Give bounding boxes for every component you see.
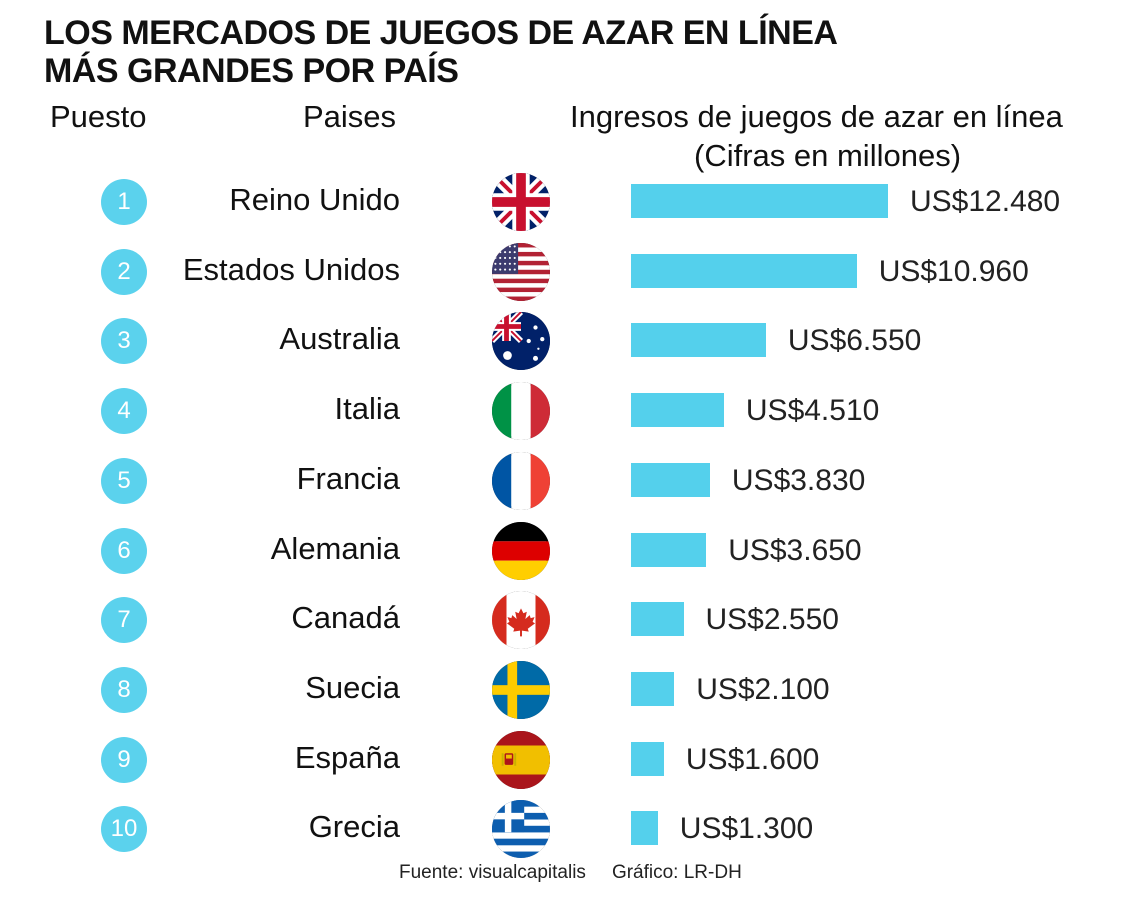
revenue-bar: [631, 741, 664, 776]
chart-row: 2 Estados Unidos US$10.960: [0, 242, 1129, 302]
rank-badge: 4: [101, 388, 147, 435]
chart-row: 4 Italia US$4.510: [0, 381, 1129, 441]
rank-badge: 1: [101, 179, 147, 225]
country-label: Canadá: [291, 600, 400, 636]
country-label: Francia: [296, 460, 400, 496]
revenue-value-label: US$3.830: [731, 463, 866, 497]
country-label: Italia: [334, 391, 400, 427]
rank-badge: 8: [101, 666, 147, 713]
country-label: Reino Unido: [229, 182, 400, 217]
revenue-bar: [631, 532, 707, 567]
revenue-bar: [631, 671, 675, 706]
greece-flag-icon: [492, 800, 550, 859]
chart-row: 8 Suecia US$2.100: [0, 660, 1129, 720]
chart-row: 5 Francia US$3.830: [0, 451, 1129, 511]
chart-row: 7 Canadá US$2.550: [0, 590, 1129, 650]
australia-flag-icon: [492, 312, 550, 371]
country-label: Australia: [279, 321, 400, 357]
revenue-bar: [631, 184, 888, 218]
revenue-value-label: US$2.550: [705, 603, 839, 637]
revenue-bar: [631, 323, 766, 358]
chart-row: 6 Alemania US$3.650: [0, 521, 1129, 581]
rank-badge: 9: [101, 736, 147, 783]
rank-badge: 3: [101, 318, 147, 365]
revenue-value-label: US$4.510: [745, 394, 880, 428]
revenue-value-label: US$2.100: [696, 672, 830, 706]
revenue-bar: [631, 253, 857, 288]
revenue-bar: [631, 393, 724, 428]
revenue-value-label: US$3.650: [728, 533, 862, 567]
italy-flag-icon: [492, 382, 550, 441]
rank-badge: 7: [101, 597, 147, 644]
chart-title-line2: MÁS GRANDES POR PAÍS: [44, 52, 459, 90]
revenue-value-label: US$6.550: [787, 324, 922, 358]
spain-flag-icon: [492, 730, 550, 789]
revenue-bar: [631, 462, 710, 497]
country-label: Alemania: [270, 530, 400, 566]
country-label: Suecia: [305, 669, 400, 705]
canada-flag-icon: [492, 591, 550, 650]
chart-title-line1: LOS MERCADOS DE JUEGOS DE AZAR EN LÍNEA: [44, 14, 838, 52]
us-flag-icon: [492, 242, 550, 301]
rank-badge: 10: [101, 806, 147, 853]
source-text: Fuente: visualcapitalis: [399, 862, 586, 883]
rank-badge: 2: [101, 248, 147, 295]
country-label: Estados Unidos: [182, 251, 400, 287]
source-line: Fuente: visualcapitalis Gráfico: LR-DH: [399, 862, 768, 884]
chart-row: 3 Australia US$6.550: [0, 311, 1129, 371]
column-header-rank: Puesto: [50, 99, 147, 134]
revenue-value-label: US$10.960: [878, 254, 1029, 288]
revenue-value-label: US$1.300: [679, 812, 814, 846]
uk-flag-icon: [492, 173, 550, 231]
column-header-revenue: Ingresos de juegos de azar en línea: [570, 99, 1063, 134]
chart-row: 1 Reino Unido US$12.480: [0, 172, 1129, 232]
chart-row: 9 España US$1.600: [0, 730, 1129, 790]
column-header-country: Paises: [303, 99, 397, 134]
country-label: España: [294, 739, 400, 775]
rank-badge: 5: [101, 457, 147, 504]
revenue-value-label: US$12.480: [910, 185, 1061, 218]
column-header-revenue-unit: (Cifras en millones): [694, 138, 962, 173]
revenue-bar: [631, 602, 684, 637]
chart-row: 10 Grecia US$1.300: [0, 799, 1129, 859]
revenue-bar: [631, 811, 658, 846]
revenue-value-label: US$1.600: [685, 742, 820, 776]
germany-flag-icon: [492, 521, 550, 580]
country-label: Grecia: [308, 809, 400, 845]
france-flag-icon: [492, 451, 550, 510]
sweden-flag-icon: [492, 660, 550, 719]
rank-badge: 6: [101, 527, 147, 574]
credit-text: Gráfico: LR-DH: [611, 862, 742, 883]
